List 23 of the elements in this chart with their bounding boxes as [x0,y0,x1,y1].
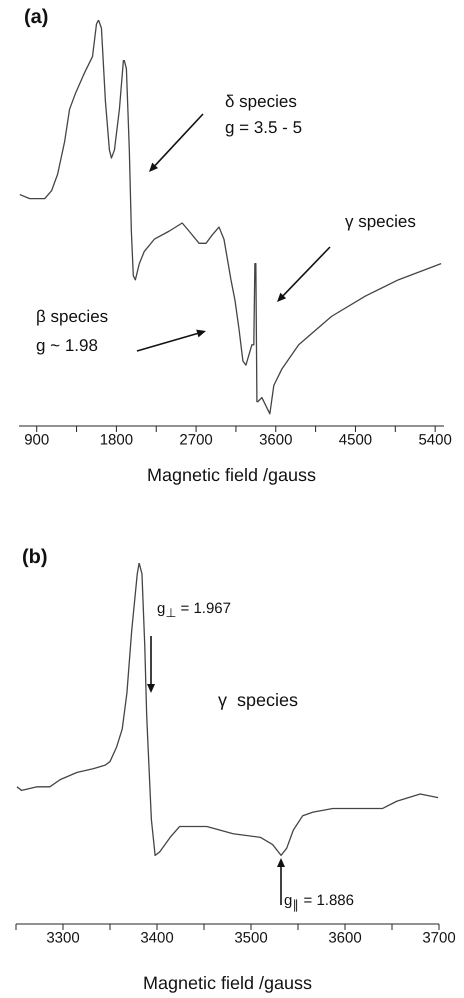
annotation: γ species [345,212,416,232]
x-tick-label: 5400 [418,432,452,449]
x-tick-label: 3400 [140,930,174,947]
annotation: g$_{∥}$ = 1.886 [284,892,354,912]
annotation: g$_{⊥}$ = 1.967 [157,600,231,620]
x-tick-label: 3600 [259,432,292,449]
x-tick-label: 3700 [422,930,456,947]
x-tick-label: 1800 [100,432,134,449]
x-tick-label: 4500 [338,432,372,449]
annotation: γ species [218,690,298,711]
annotation: β species [36,307,108,327]
annotation: g = 3.5 - 5 [225,118,302,138]
x-tick-label: 3500 [234,930,268,947]
annotation: δ species [225,92,297,112]
annotation: g ~ 1.98 [36,336,98,356]
x-tick-label: 3300 [46,930,80,947]
x-axis-title: Magnetic field /gauss [142,973,312,993]
x-tick-label: 900 [24,432,50,449]
x-tick-label: 2700 [179,432,213,449]
x-axis-title: Magnetic field /gauss [146,465,316,485]
x-tick-label: 3600 [328,930,362,947]
chart-title: (b) [22,546,48,569]
chart-title: (a) [24,6,48,29]
